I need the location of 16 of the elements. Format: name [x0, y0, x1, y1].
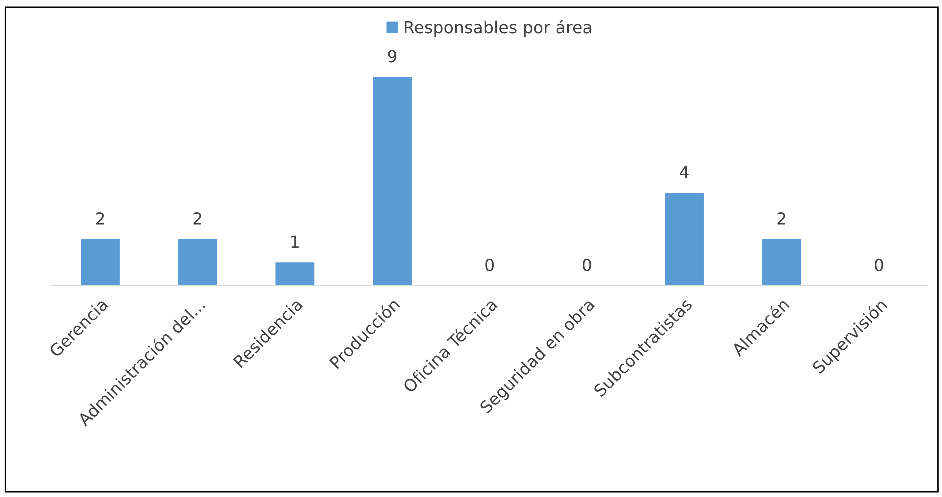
bar [762, 239, 802, 286]
data-label: 2 [778, 212, 786, 225]
bar [665, 193, 704, 286]
data-label: 2 [194, 212, 202, 225]
data-label: 2 [96, 212, 104, 225]
data-label: 4 [680, 166, 689, 178]
data-label: 0 [486, 258, 494, 272]
data-label: 0 [874, 258, 884, 272]
bar [81, 239, 120, 286]
bar [178, 239, 218, 286]
data-label: 1 [292, 236, 299, 248]
legend-label: Responsables por área [405, 20, 592, 37]
data-label: 0 [582, 258, 592, 272]
bar [373, 77, 412, 286]
data-label: 9 [388, 50, 397, 63]
bar [276, 262, 315, 286]
